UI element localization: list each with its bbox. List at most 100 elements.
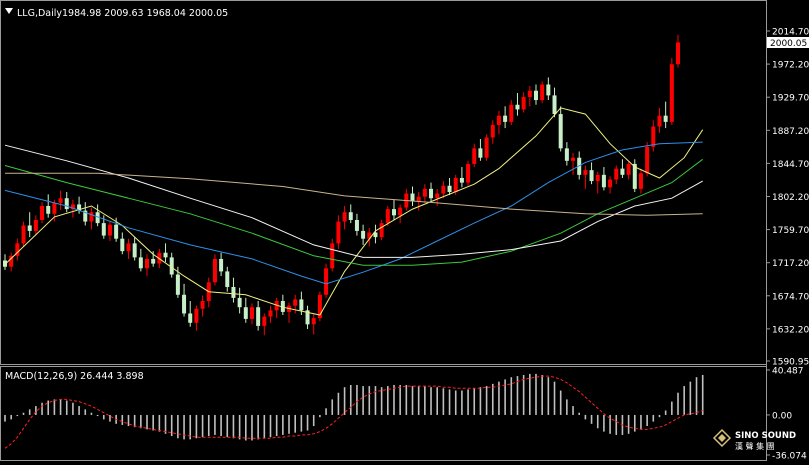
price-tick-label: 1972.20 xyxy=(772,61,809,71)
candle-body xyxy=(40,205,45,221)
candle xyxy=(571,153,576,175)
candle xyxy=(243,297,248,323)
candle-body xyxy=(571,157,576,161)
candle-body xyxy=(262,316,267,326)
candle xyxy=(268,305,273,323)
price-tick-label: 1717.20 xyxy=(772,259,809,269)
candle xyxy=(324,263,329,298)
candle xyxy=(305,305,310,330)
candle-body xyxy=(496,115,501,125)
candle-body xyxy=(348,212,353,221)
candle-body xyxy=(620,168,625,175)
moving-average-line xyxy=(5,172,703,216)
price-tick-label: 1759.70 xyxy=(772,226,809,236)
candle-body xyxy=(583,170,588,175)
candle xyxy=(182,283,187,317)
candle-body xyxy=(311,318,316,325)
candle xyxy=(64,191,69,213)
candle xyxy=(311,313,316,335)
candle xyxy=(608,176,613,194)
candle-body xyxy=(330,243,335,269)
candle-body xyxy=(46,205,51,214)
candle xyxy=(472,143,477,168)
candle xyxy=(373,224,378,244)
dropdown-triangle-icon[interactable] xyxy=(5,8,13,14)
candle xyxy=(385,205,390,227)
candle xyxy=(484,134,489,161)
candle-body xyxy=(89,212,94,222)
candle-body xyxy=(194,308,199,323)
candle-body xyxy=(515,104,520,110)
candle-body xyxy=(64,198,69,210)
candle xyxy=(527,86,532,107)
candle xyxy=(107,221,112,242)
candle-body xyxy=(632,163,637,189)
candle-body xyxy=(145,258,150,269)
macd-signal-line xyxy=(4,375,703,449)
candle-body xyxy=(651,126,656,147)
candle xyxy=(163,243,168,263)
candle-body xyxy=(466,163,471,183)
candle xyxy=(620,159,625,178)
moving-average-line xyxy=(4,144,703,258)
candle xyxy=(496,110,501,135)
candle-body xyxy=(385,209,390,224)
candle-body xyxy=(336,221,341,244)
candle-body xyxy=(441,185,446,194)
candle-body xyxy=(132,243,137,258)
candle-body xyxy=(527,90,532,97)
candle xyxy=(614,165,619,185)
candle xyxy=(595,171,600,194)
candle xyxy=(626,160,631,180)
candle xyxy=(126,238,131,259)
price-tick-label: 1929.70 xyxy=(772,94,809,104)
candle-body xyxy=(558,114,563,149)
candle xyxy=(330,238,335,272)
candle-body xyxy=(182,294,187,314)
price-tick-label: 2014.70 xyxy=(772,28,809,38)
candle xyxy=(336,215,341,249)
candle xyxy=(287,302,292,323)
sino-sound-logo-icon xyxy=(712,428,732,448)
candle-body xyxy=(70,204,75,210)
price-tick-label: 1674.70 xyxy=(772,292,809,302)
candle-body xyxy=(552,95,557,115)
candle-body xyxy=(21,225,26,244)
candle xyxy=(169,252,174,278)
candle xyxy=(638,168,643,194)
price-tick-label: 1590.95 xyxy=(772,358,809,368)
candle xyxy=(546,77,551,101)
macd-signal-path xyxy=(4,375,703,449)
candle-body xyxy=(317,294,322,319)
candle-body xyxy=(9,255,14,267)
price-panel-frame xyxy=(0,0,767,365)
price-tick-label: 1632.20 xyxy=(772,325,809,335)
candle-body xyxy=(138,257,143,269)
candle-body xyxy=(484,137,489,158)
candle xyxy=(188,300,193,327)
candle xyxy=(651,120,656,152)
macd-label: MACD(12,26,9) 26.444 3.898 xyxy=(5,371,144,382)
candle-body xyxy=(595,174,600,182)
candle xyxy=(552,87,557,118)
candle xyxy=(515,93,520,116)
candle xyxy=(632,159,637,192)
candle xyxy=(256,300,261,331)
candle xyxy=(194,305,199,331)
candle xyxy=(145,254,150,277)
candle xyxy=(212,254,217,286)
watermark-line1: SINO SOUND xyxy=(735,431,796,441)
candle-body xyxy=(77,204,82,211)
candle xyxy=(138,248,143,272)
current-price-label: 2000.05 xyxy=(770,39,807,49)
candle xyxy=(342,205,347,230)
moving-average-line xyxy=(4,141,703,285)
candle xyxy=(404,188,409,211)
candle-body xyxy=(52,202,57,214)
watermark-line2: 漢 聲 集 團 xyxy=(735,441,775,451)
candle-body xyxy=(280,300,285,312)
candle xyxy=(219,252,224,277)
candle xyxy=(589,162,594,185)
